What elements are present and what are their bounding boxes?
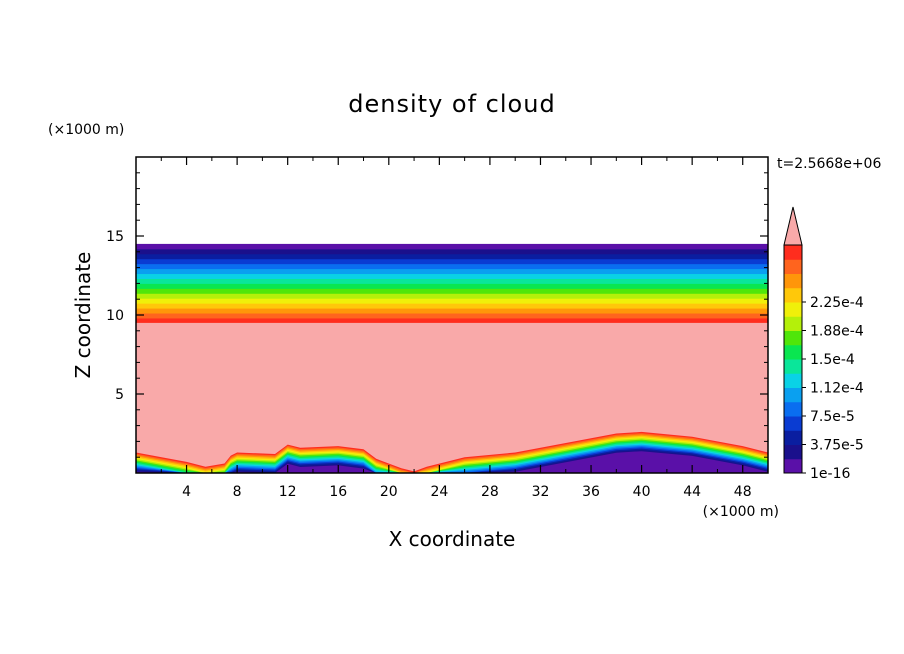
colorbar-swatch: [784, 387, 802, 403]
colorbar-swatch: [784, 444, 802, 460]
colorbar-swatch: [784, 359, 802, 374]
x-tick-label: 40: [633, 484, 651, 500]
colorbar-swatch: [784, 344, 802, 360]
y-tick-label: 15: [106, 229, 124, 245]
colorbar-swatch: [784, 302, 802, 317]
upper-band-8: [136, 278, 768, 284]
plot-area: [136, 243, 768, 473]
colorbar-label: 1.5e-4: [810, 352, 855, 368]
upper-band-14: [136, 248, 768, 255]
colorbar: 1e-16 3.75e-5 7.5e-5 1.12e-4 1.5e-4 1.88e-4 2.…: [783, 206, 864, 482]
x-unit-label: (×1000 m): [703, 504, 779, 520]
upper-band-1: [136, 313, 768, 319]
x-tick-label: 36: [582, 484, 600, 500]
x-tick-label: 16: [329, 484, 347, 500]
lower-band-15: [136, 451, 768, 473]
x-tick-label: 12: [279, 484, 297, 500]
upper-band-9: [136, 273, 768, 279]
y-axis-label: Z coordinate: [71, 252, 95, 379]
colorbar-swatch: [784, 430, 802, 445]
colorbar-swatch: [784, 416, 802, 431]
upper-band-11: [136, 263, 768, 270]
x-tick-label: 28: [481, 484, 499, 500]
time-label: t=2.5668e+06: [777, 156, 881, 172]
colorbar-swatch: [784, 259, 802, 274]
colorbar-swatch: [784, 245, 802, 260]
colorbar-swatch: [784, 316, 802, 331]
colorbar-label: 1e-16: [810, 466, 850, 482]
x-tick-label: 24: [430, 484, 448, 500]
upper-band-4: [136, 298, 768, 304]
upper-band-7: [136, 283, 768, 289]
upper-band-6: [136, 288, 768, 294]
colorbar-swatch: [784, 458, 802, 474]
upper-band-2: [136, 308, 768, 314]
colorbar-label: 1.12e-4: [810, 381, 864, 397]
upper-band-3: [136, 303, 768, 309]
upper-band-12: [136, 258, 768, 265]
y-tick-label: 5: [115, 387, 124, 403]
y-unit-label: (×1000 m): [48, 122, 124, 138]
colorbar-swatch: [784, 287, 802, 303]
x-tick-label: 8: [233, 484, 242, 500]
x-axis: 4 8 12 16 20 24 28 32 36 40 44 48: [160, 157, 752, 500]
colorbar-label: 2.25e-4: [810, 295, 864, 311]
upper-band-15: [136, 243, 768, 250]
upper-band-0: [136, 317, 768, 324]
upper-band-5: [136, 293, 768, 299]
x-tick-label: 32: [532, 484, 550, 500]
colorbar-label: 7.5e-5: [810, 409, 855, 425]
colorbar-swatch: [784, 273, 802, 289]
x-axis-label: X coordinate: [389, 527, 516, 551]
colorbar-swatch: [784, 401, 802, 417]
upper-band-13: [136, 253, 768, 260]
upper-band-10: [136, 268, 768, 275]
x-tick-label: 4: [182, 484, 191, 500]
chart-title: density of cloud: [348, 90, 555, 118]
colorbar-label: 3.75e-5: [810, 438, 864, 454]
y-axis: 5 10 15: [106, 172, 768, 458]
colorbar-label: 1.88e-4: [810, 324, 864, 340]
colorbar-over-arrow: [783, 206, 803, 246]
colorbar-swatch: [784, 373, 802, 388]
y-tick-label: 10: [106, 308, 124, 324]
x-tick-label: 48: [734, 484, 752, 500]
colorbar-swatch: [784, 330, 802, 346]
x-tick-label: 44: [683, 484, 701, 500]
x-tick-label: 20: [380, 484, 398, 500]
